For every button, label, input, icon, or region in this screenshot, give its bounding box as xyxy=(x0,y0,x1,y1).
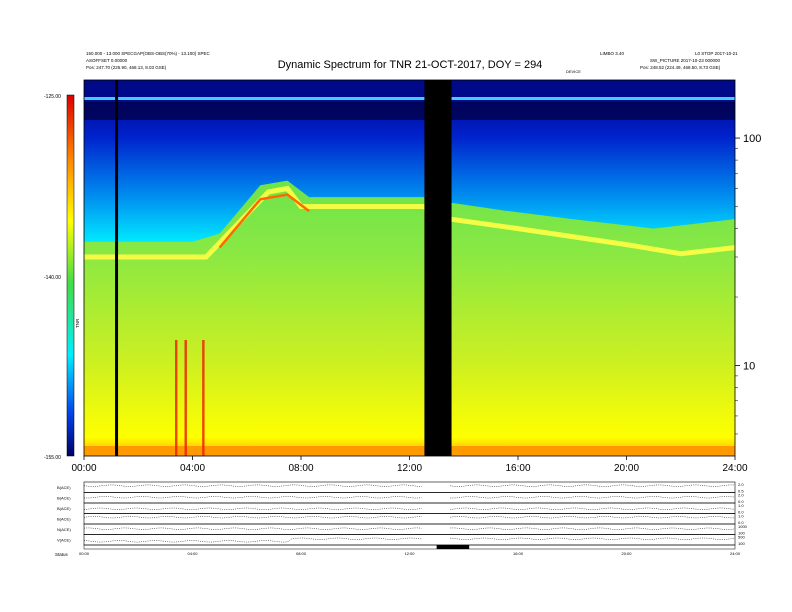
y-axis-right: 100 10 xyxy=(735,133,761,435)
top-dark-strip xyxy=(84,80,735,102)
band-edge-hot xyxy=(218,193,310,249)
status-strip xyxy=(83,544,736,550)
panel-frame-5 xyxy=(83,534,736,546)
panel-right-top-5: 500 xyxy=(738,535,745,540)
panel-right-top-4: 1000 xyxy=(738,524,748,529)
panel-right-top-1: 2.0 xyxy=(738,493,744,498)
header-left-1: 150.000 - 13.000 SPECGAP(OBS-OBS(70%) - … xyxy=(86,51,211,56)
panel-trace-5 xyxy=(83,537,736,543)
vertical-marker-0 xyxy=(115,80,119,456)
panel-right-bottom-2: 0.0 xyxy=(738,510,744,515)
x-tick-label-6: 24:00 xyxy=(722,463,747,474)
panel-frame-0 xyxy=(83,481,736,493)
panel-frame-3 xyxy=(83,513,736,525)
panel-trace-0 xyxy=(83,484,736,487)
top-cyan-line xyxy=(84,97,735,100)
x-tick-label-0: 00:00 xyxy=(71,463,96,474)
colorbar-tick-mid: -140.00 xyxy=(44,275,61,281)
x-tick-label-4: 16:00 xyxy=(505,463,530,474)
chart-title: Dynamic Spectrum for TNR 21-OCT-2017, DO… xyxy=(278,59,543,71)
bottom-tick-label-5: 20:00 xyxy=(621,551,632,556)
x-tick-label-5: 20:00 xyxy=(614,463,639,474)
panel-right-bottom-1: 0.0 xyxy=(738,499,744,504)
spike-0 xyxy=(175,340,178,456)
bottom-tick-label-6: 24:00 xyxy=(730,551,741,556)
upper-band xyxy=(84,80,735,242)
bottom-tick-label-4: 16:00 xyxy=(513,551,524,556)
panel-trace-4 xyxy=(83,527,736,530)
panel-right-bottom-5: 100 xyxy=(738,541,745,546)
band-edge xyxy=(84,185,735,260)
panel-right-top-2: 1.0 xyxy=(738,503,744,508)
panel-frame-1 xyxy=(83,492,736,504)
panel-trace-1 xyxy=(83,496,736,499)
bottom-tick-label-3: 12:00 xyxy=(404,551,415,556)
panel-right-bottom-0: 0.5 xyxy=(738,489,744,494)
x-tick-label-2: 08:00 xyxy=(288,463,313,474)
panel-right-top-3: 1.0 xyxy=(738,514,744,519)
panel-right-bottom-4: 100 xyxy=(738,531,745,536)
data-gap-0 xyxy=(424,80,452,456)
panel-frame-2 xyxy=(83,502,736,514)
spectrogram xyxy=(84,80,735,456)
bottom-orange-strip xyxy=(84,446,735,456)
solar-wind-panels: B(ACE)2.00.5B(ACE)2.00.0B(ACE)1.00.0B(AC… xyxy=(57,481,748,550)
header-right-2: SW_PICTURE 2017-10-23 000000 xyxy=(650,58,721,63)
x-axis: 00:00 04:00 08:00 12:00 16:00 20:00 24:00 xyxy=(71,456,748,474)
panel-label-5: V(ACE) xyxy=(57,538,71,543)
status-gap xyxy=(436,545,470,549)
bottom-tick-label-1: 04:00 xyxy=(187,551,198,556)
colorbar-tick-top: -125.00 xyxy=(44,94,61,100)
panel-right-top-0: 2.0 xyxy=(738,482,744,487)
panel-label-1: B(ACE) xyxy=(57,496,71,501)
red-spikes xyxy=(175,340,205,456)
header-right-extra: L0 STOP 2017-10-21 xyxy=(695,51,738,56)
header-mid-small: DEVICE xyxy=(566,69,581,74)
colorbar-tick-bottom: -155.00 xyxy=(44,455,61,461)
panel-label-3: B(ACE) xyxy=(57,517,71,522)
panel-trace-2 xyxy=(83,507,736,510)
y-tick-label-0: 100 xyxy=(743,133,761,145)
panel-label-2: B(ACE) xyxy=(57,506,71,511)
panel-label-0: B(ACE) xyxy=(57,485,71,490)
spike-2 xyxy=(202,340,205,456)
panel-trace-3 xyxy=(83,516,735,519)
bottom-tick-label-0: 00:00 xyxy=(79,551,90,556)
colorbar xyxy=(66,94,75,457)
header-right-1: LIMBO 3.40 xyxy=(600,51,625,56)
panel-frame-4 xyxy=(83,523,736,535)
colorbar-label: TNR xyxy=(75,318,80,328)
x-tick-label-3: 12:00 xyxy=(397,463,422,474)
dark-strip-2 xyxy=(84,102,735,120)
x-tick-label-1: 04:00 xyxy=(180,463,205,474)
header-right-3: Pos: 248.52 (224.49, 468.50, 8.73 GSE) xyxy=(640,65,721,70)
panel-label-4: N(ACE) xyxy=(57,527,71,532)
spike-1 xyxy=(184,340,187,456)
header-left-3: Pos: 247.70 (225.90, 468.13, 8.03 GSE) xyxy=(86,65,167,70)
bottom-tick-label-2: 08:00 xyxy=(296,551,307,556)
status-label: Status xyxy=(55,552,69,557)
header-left-2: ASOFFSET 0.00000 xyxy=(86,58,128,63)
y-tick-label-1: 10 xyxy=(743,360,755,372)
bottom-axis: 00:00 04:00 08:00 12:00 16:00 20:00 24:00 xyxy=(79,551,741,556)
panel-right-bottom-3: 0.0 xyxy=(738,520,744,525)
